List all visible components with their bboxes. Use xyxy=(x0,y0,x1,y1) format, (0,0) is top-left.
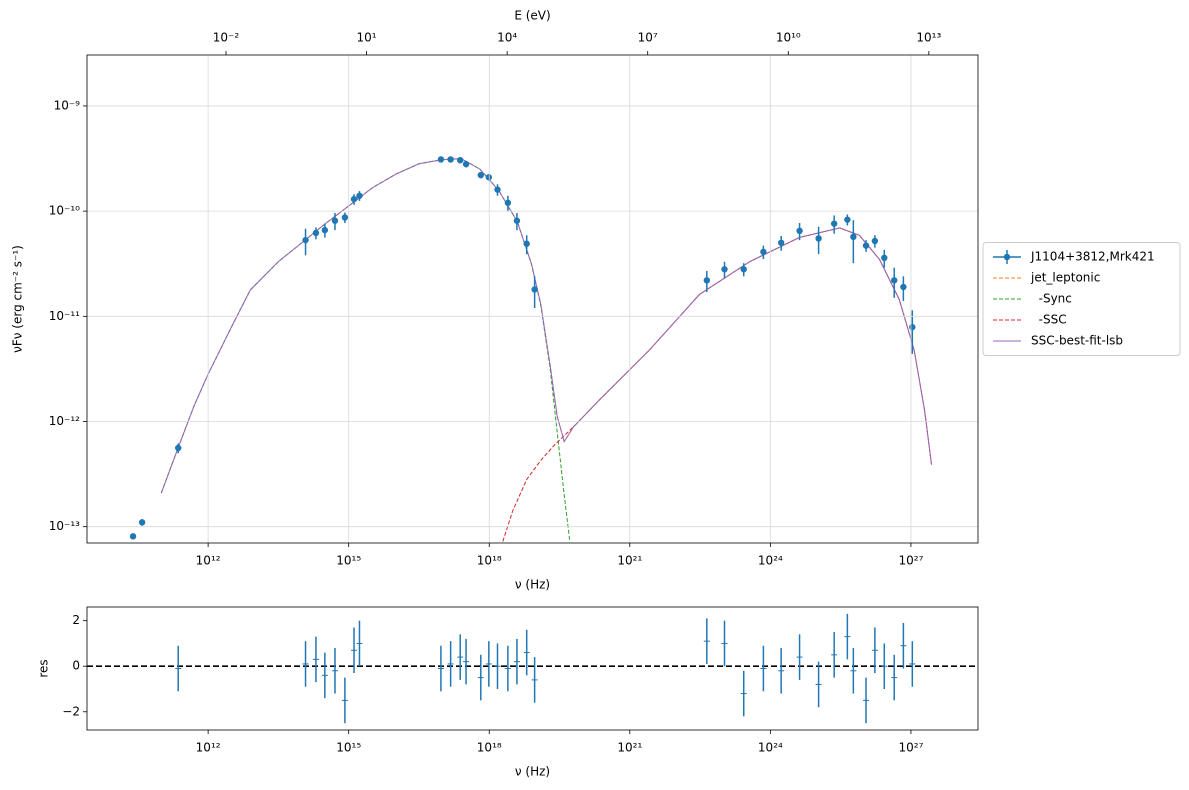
data-point xyxy=(900,283,907,291)
data-point xyxy=(175,444,182,452)
x-tick-label: 10¹² xyxy=(196,741,221,755)
y-tick-label: 10⁻⁹ xyxy=(54,98,81,112)
x-tick-label: 10¹⁵ xyxy=(336,554,361,568)
data-point xyxy=(891,277,898,284)
y-axis-label: νFν (erg cm⁻² s⁻¹) xyxy=(11,245,25,353)
legend-label: -SSC xyxy=(1031,313,1067,327)
model-curve xyxy=(160,158,571,542)
legend-label: jet_leptonic xyxy=(1030,271,1100,285)
x-tick-label: 10²⁷ xyxy=(898,554,923,568)
x2-axis-label: E (eV) xyxy=(514,9,550,23)
legend-handle xyxy=(1003,253,1011,261)
data-point xyxy=(531,286,538,293)
data-point xyxy=(302,236,309,244)
data-point xyxy=(437,156,445,163)
data-point xyxy=(881,254,888,262)
data-point xyxy=(485,174,493,181)
x-tick-label: 10²⁷ xyxy=(898,741,923,755)
data-point xyxy=(909,323,916,331)
data-point xyxy=(796,227,803,235)
model-curve xyxy=(160,158,933,494)
data-point xyxy=(721,266,728,273)
x-tick-label: 10¹⁸ xyxy=(477,554,502,568)
data-point xyxy=(447,156,454,163)
data-point xyxy=(815,235,822,242)
data-point xyxy=(494,186,501,193)
x-tick-label: 10²⁴ xyxy=(758,741,783,755)
x-tick-label: 10²⁴ xyxy=(758,554,783,568)
x2-tick-label: 10⁻² xyxy=(213,31,240,45)
x2-tick-label: 10⁷ xyxy=(638,31,658,45)
y-tick-label: 0 xyxy=(72,659,80,673)
data-point xyxy=(844,216,851,223)
legend-label: SSC-best-fit-lsb xyxy=(1031,334,1123,348)
y-tick-label: 10⁻¹⁰ xyxy=(49,204,80,218)
data-point xyxy=(331,217,339,224)
y-axis-label: res xyxy=(37,659,51,677)
data-point xyxy=(760,248,767,256)
legend-box xyxy=(982,242,1181,356)
data-point xyxy=(850,233,857,241)
x-tick-label: 10¹⁸ xyxy=(477,741,502,755)
data-point xyxy=(138,519,146,526)
x2-tick-label: 10¹ xyxy=(357,31,377,45)
data-point xyxy=(350,195,358,203)
axes-frame xyxy=(86,606,979,731)
data-point xyxy=(457,156,464,164)
x-axis-label: ν (Hz) xyxy=(515,578,550,592)
x-tick-label: 10¹⁵ xyxy=(336,741,361,755)
data-point xyxy=(312,229,320,237)
plot-area xyxy=(129,156,933,542)
data-point xyxy=(703,277,711,284)
model-curve xyxy=(502,227,933,542)
x2-tick-label: 10¹³ xyxy=(916,31,941,45)
plot-area xyxy=(87,613,978,724)
data-point xyxy=(462,160,470,168)
y-tick-label: 10⁻¹¹ xyxy=(49,309,80,323)
data-point xyxy=(777,239,785,246)
legend-label: -Sync xyxy=(1031,292,1072,306)
x2-tick-label: 10¹⁰ xyxy=(776,31,801,45)
data-point xyxy=(504,199,512,207)
x-tick-label: 10²¹ xyxy=(617,554,642,568)
x2-tick-label: 10⁴ xyxy=(497,31,517,45)
x-tick-label: 10¹² xyxy=(196,554,221,568)
data-point xyxy=(356,192,363,199)
y-tick-label: 10⁻¹² xyxy=(49,414,80,428)
data-point xyxy=(513,217,521,224)
model-curve xyxy=(160,158,933,494)
y-tick-label: 10⁻¹³ xyxy=(49,519,80,533)
axes-frame xyxy=(86,54,979,544)
data-point xyxy=(321,226,329,234)
data-point xyxy=(477,171,484,179)
data-point xyxy=(830,220,838,227)
legend-label: J1104+3812,Mrk421 xyxy=(1030,250,1155,264)
y-tick-label: 2 xyxy=(72,613,80,627)
x-axis-label: ν (Hz) xyxy=(515,765,550,779)
data-point xyxy=(862,242,870,249)
data-point xyxy=(871,237,879,245)
data-point xyxy=(129,533,137,540)
data-point xyxy=(523,240,530,247)
data-point xyxy=(740,266,747,273)
y-tick-label: −2 xyxy=(62,704,80,718)
x-tick-label: 10²¹ xyxy=(617,741,642,755)
data-point xyxy=(341,214,349,221)
